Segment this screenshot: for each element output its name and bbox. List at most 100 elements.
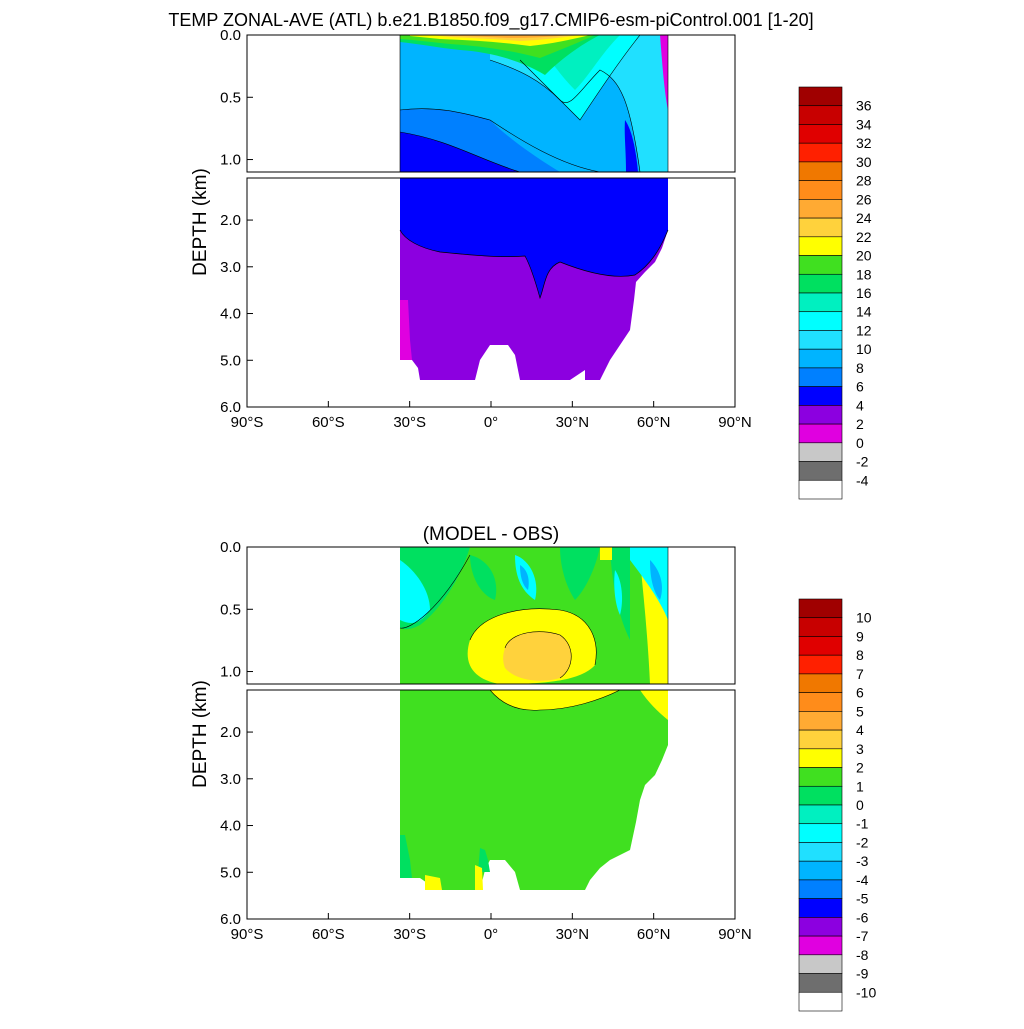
contour-field-upper xyxy=(399,35,669,172)
plot-frame-upper xyxy=(246,34,736,173)
colorbar-box xyxy=(798,729,843,750)
plot-frame-upper xyxy=(246,546,736,685)
colorbar-box xyxy=(798,711,843,731)
colorbar-box xyxy=(798,748,843,768)
colorbar-label: 26 xyxy=(856,191,872,207)
colorbar-box xyxy=(798,598,843,619)
colorbar-label: 2 xyxy=(856,760,864,776)
colorbar-box xyxy=(798,767,843,787)
colorbar-label: 10 xyxy=(856,341,872,357)
colorbar-box xyxy=(798,86,843,107)
colorbar-label: 8 xyxy=(856,647,864,663)
colorbar-box xyxy=(798,617,843,637)
colorbar-box xyxy=(798,692,843,712)
colorbar-box xyxy=(798,654,843,675)
y-axis-label: DEPTH (km) xyxy=(190,680,211,788)
colorbar-box xyxy=(798,954,843,974)
y-tick-label: 5.0 xyxy=(220,864,241,881)
colorbar-label: 0 xyxy=(856,435,864,451)
colorbar-box xyxy=(798,804,843,825)
y-tick-label: 3.0 xyxy=(220,259,241,276)
colorbar-box xyxy=(798,124,843,144)
x-tick-label: 60°N xyxy=(637,414,671,431)
y-tick-label: 0.0 xyxy=(220,539,241,556)
x-tick-label: 60°N xyxy=(637,926,671,943)
panel-model-minus-obs: (MODEL - OBS) DEPTH (km) xyxy=(190,524,876,1012)
colorbar-box xyxy=(798,180,843,200)
colorbar-label: 18 xyxy=(856,266,872,282)
y-axis-lower: 2.0 3.0 4.0 5.0 6.0 xyxy=(220,724,253,928)
colorbar-label: -7 xyxy=(856,928,869,944)
y-axis-lower: 2.0 3.0 4.0 5.0 6.0 xyxy=(220,212,253,416)
panel-temperature: TEMP ZONAL-AVE (ATL) b.e21.B1850.f09_g17… xyxy=(168,10,872,500)
colorbar-box xyxy=(798,935,843,956)
colorbar-box xyxy=(798,479,843,500)
y-tick-label: 0.5 xyxy=(220,601,241,618)
colorbar-box xyxy=(798,842,843,862)
colorbar-box xyxy=(798,673,843,693)
colorbar-box xyxy=(798,461,843,481)
colorbar-label: 6 xyxy=(856,379,864,395)
y-tick-label: 0.0 xyxy=(220,27,241,44)
colorbar-label: 24 xyxy=(856,210,872,226)
x-axis: 90°S 60°S 30°S 0° 30°N 60°N 90°N xyxy=(231,913,752,943)
x-tick-label: 30°N xyxy=(556,926,590,943)
colorbar-box xyxy=(798,879,843,899)
colorbar-label: -4 xyxy=(856,872,869,888)
chart-title: TEMP ZONAL-AVE (ATL) b.e21.B1850.f09_g17… xyxy=(168,10,813,31)
x-axis: 90°S 60°S 30°S 0° 30°N 60°N 90°N xyxy=(231,401,752,431)
x-tick-label: 60°S xyxy=(312,926,345,943)
colorbar-label: 2 xyxy=(856,416,864,432)
colorbar-box xyxy=(798,386,843,406)
y-tick-label: 6.0 xyxy=(220,399,241,416)
colorbar-box xyxy=(798,785,843,806)
x-tick-label: 0° xyxy=(484,414,498,431)
colorbar-label: 32 xyxy=(856,135,872,151)
colorbar-box xyxy=(798,636,843,656)
colorbar-label: -2 xyxy=(856,454,869,470)
colorbar-label: 30 xyxy=(856,154,872,170)
colorbar-label: -1 xyxy=(856,816,869,832)
colorbar-label: 36 xyxy=(856,98,872,114)
y-tick-label: 3.0 xyxy=(220,771,241,788)
colorbar-box xyxy=(798,823,843,843)
y-axis-label: DEPTH (km) xyxy=(190,168,211,276)
x-tick-label: 90°N xyxy=(718,926,752,943)
y-tick-label: 4.0 xyxy=(220,306,241,323)
colorbar-label: 1 xyxy=(856,778,864,794)
contour-field-lower xyxy=(400,690,668,890)
colorbar-label: 5 xyxy=(856,703,864,719)
y-tick-label: 1.0 xyxy=(220,152,241,169)
y-tick-label: 2.0 xyxy=(220,212,241,229)
y-tick-label: 6.0 xyxy=(220,911,241,928)
colorbar-label: 4 xyxy=(856,722,864,738)
colorbar-label: -8 xyxy=(856,947,869,963)
colorbar-box xyxy=(798,311,843,331)
x-tick-label: 30°S xyxy=(393,926,426,943)
colorbar-box xyxy=(798,898,843,918)
y-axis-upper: 0.0 0.5 1.0 xyxy=(220,27,253,169)
colorbar-label: 7 xyxy=(856,666,864,682)
colorbar-box xyxy=(798,161,843,181)
x-tick-label: 30°S xyxy=(393,414,426,431)
colorbar-label: -4 xyxy=(856,472,869,488)
colorbar-label: 0 xyxy=(856,797,864,813)
colorbar-label: 9 xyxy=(856,628,864,644)
colorbar-label: 12 xyxy=(856,322,872,338)
colorbar-label: 10 xyxy=(856,610,872,626)
colorbar-box xyxy=(798,860,843,881)
colorbar-label: 16 xyxy=(856,285,872,301)
colorbar-label: 14 xyxy=(856,304,872,320)
y-tick-label: 4.0 xyxy=(220,818,241,835)
colorbar-label: 22 xyxy=(856,229,872,245)
colorbar-label: 20 xyxy=(856,248,872,264)
colorbar-box xyxy=(798,330,843,350)
colorbar-box xyxy=(798,236,843,256)
colorbar-box xyxy=(798,142,843,163)
y-tick-label: 5.0 xyxy=(220,352,241,369)
colorbar-label: 8 xyxy=(856,360,864,376)
colorbar-label: -6 xyxy=(856,909,869,925)
